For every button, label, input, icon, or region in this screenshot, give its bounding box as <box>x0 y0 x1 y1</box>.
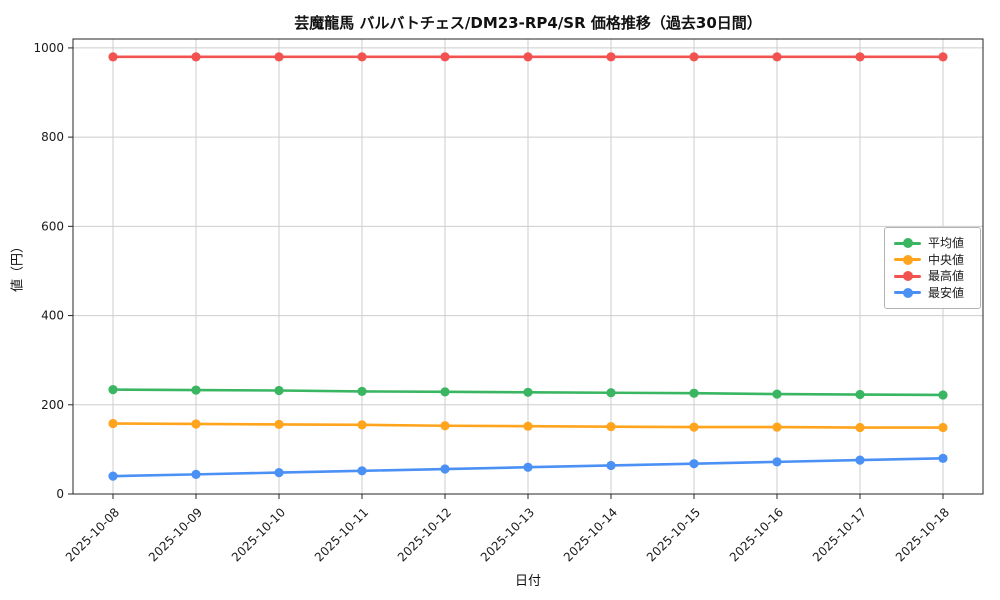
x-tick-label: 2025-10-18 <box>893 505 952 564</box>
data-point-最高値 <box>938 52 948 62</box>
data-point-最安値 <box>440 464 450 474</box>
legend-item: 平均値 <box>894 236 972 250</box>
data-point-中央値 <box>191 419 201 429</box>
x-tick-label: 2025-10-08 <box>63 505 122 564</box>
data-point-平均値 <box>108 385 118 395</box>
legend-label: 最高値 <box>928 269 965 284</box>
data-point-最高値 <box>357 52 367 62</box>
legend-line-marker-icon <box>894 254 921 265</box>
x-tick-label: 2025-10-17 <box>810 505 869 564</box>
y-tick-label: 800 <box>41 130 64 144</box>
data-point-最安値 <box>108 471 118 481</box>
data-point-最高値 <box>689 52 699 62</box>
y-tick-label: 1000 <box>33 41 64 55</box>
data-point-中央値 <box>108 418 118 429</box>
data-point-中央値 <box>772 422 782 432</box>
y-tick-label: 200 <box>41 398 64 412</box>
y-tick-label: 600 <box>41 219 64 233</box>
data-point-中央値 <box>523 421 533 431</box>
data-point-中央値 <box>440 421 450 431</box>
data-point-平均値 <box>274 385 284 396</box>
legend-line-marker-icon <box>894 271 921 282</box>
data-point-平均値 <box>938 390 948 400</box>
x-tick-label: 2025-10-11 <box>312 505 371 564</box>
data-point-最安値 <box>357 466 367 476</box>
data-point-最高値 <box>108 52 118 62</box>
x-tick-label: 2025-10-16 <box>727 505 786 564</box>
x-tick-label: 2025-10-09 <box>146 505 205 564</box>
data-point-最高値 <box>772 52 782 62</box>
x-tick-label: 2025-10-13 <box>478 505 537 564</box>
data-point-最高値 <box>274 52 284 62</box>
legend-item: 最高値 <box>894 269 972 283</box>
x-tick-label: 2025-10-12 <box>395 505 454 564</box>
data-point-最安値 <box>191 469 201 479</box>
legend-item: 中央値 <box>894 253 972 267</box>
data-point-平均値 <box>440 387 450 397</box>
y-tick-label: 0 <box>56 487 64 501</box>
legend-dot-icon <box>902 287 913 298</box>
data-point-中央値 <box>855 422 865 433</box>
legend-label: 中央値 <box>928 252 965 267</box>
data-point-中央値 <box>606 422 616 432</box>
legend: 平均値中央値最高値 最安値 <box>884 227 981 309</box>
data-point-最安値 <box>606 460 616 471</box>
data-point-最高値 <box>191 52 201 62</box>
data-point-平均値 <box>855 389 865 400</box>
data-point-最安値 <box>938 453 948 463</box>
legend-line-marker-icon <box>894 287 921 298</box>
data-point-最高値 <box>606 52 616 62</box>
data-point-中央値 <box>689 422 699 432</box>
data-point-最高値 <box>440 52 450 62</box>
data-point-平均値 <box>606 388 616 398</box>
data-point-最安値 <box>772 457 782 467</box>
data-point-中央値 <box>357 420 367 430</box>
y-tick-label: 400 <box>41 309 64 323</box>
data-point-最安値 <box>855 455 865 465</box>
x-tick-label: 2025-10-15 <box>644 505 703 564</box>
legend-dot-icon <box>902 271 913 282</box>
data-point-中央値 <box>938 422 948 433</box>
legend-label: 最安値 <box>928 285 965 300</box>
data-point-平均値 <box>772 389 782 399</box>
data-point-平均値 <box>191 385 201 395</box>
data-point-中央値 <box>274 419 284 430</box>
legend-dot-icon <box>902 254 913 265</box>
data-point-平均値 <box>689 388 699 398</box>
x-tick-label: 2025-10-10 <box>229 505 288 564</box>
data-point-最高値 <box>855 52 865 62</box>
legend-dot-icon <box>902 238 913 248</box>
legend-item: 最安値 <box>894 286 972 300</box>
data-point-平均値 <box>357 386 367 397</box>
data-point-最高値 <box>523 52 533 62</box>
plot-spines <box>72 38 984 495</box>
data-point-最安値 <box>523 462 533 472</box>
data-point-最安値 <box>274 467 284 478</box>
x-tick-label: 2025-10-14 <box>561 505 620 564</box>
legend-line-marker-icon <box>894 238 921 248</box>
data-point-最安値 <box>689 459 699 469</box>
chart-title: 芸魔龍馬 バルバトチェス/DM23-RP4/SR 価格推移（過去30日間） <box>294 14 762 32</box>
legend-label: 平均値 <box>928 236 965 250</box>
x-axis-label: 日付 <box>514 574 541 589</box>
data-point-平均値 <box>523 387 533 397</box>
